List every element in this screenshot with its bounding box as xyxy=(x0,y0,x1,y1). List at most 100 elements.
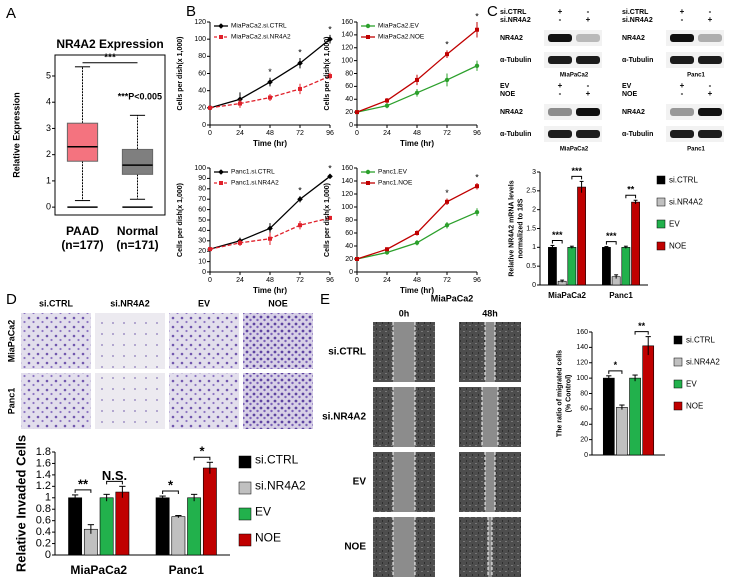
y-axis-label: Relative NR4A2 mRNA levels xyxy=(508,180,515,276)
lane-mark: + xyxy=(586,89,591,98)
legend-label: EV xyxy=(669,220,680,229)
blot-band xyxy=(576,108,600,116)
y-tick-label: 20 xyxy=(345,109,353,116)
lane-mark: + xyxy=(680,81,685,90)
sig-label: *** xyxy=(606,231,617,241)
y-tick-label: 40 xyxy=(198,227,206,234)
legend-swatch xyxy=(656,175,666,185)
point xyxy=(238,101,242,106)
invasion-image xyxy=(95,373,165,429)
legend-label: EV xyxy=(255,505,271,519)
condition-label: EV xyxy=(500,83,510,90)
y-tick-label: 0 xyxy=(45,549,51,561)
y-tick-label: 1.2 xyxy=(36,480,51,492)
y-tick-label: 60 xyxy=(580,406,588,413)
chart-title: NR4A2 Expression xyxy=(56,37,163,51)
wound-gap xyxy=(488,517,492,577)
y-tick-label: 4 xyxy=(46,97,51,107)
point xyxy=(327,36,333,42)
panel-letter: D xyxy=(6,291,17,308)
y-tick-label: 160 xyxy=(341,165,353,172)
y-tick-label: 0.5 xyxy=(526,263,536,270)
legend-swatch xyxy=(238,455,252,469)
y-tick-label: 0 xyxy=(202,269,206,276)
category-note: (n=177) xyxy=(61,238,103,252)
significance-star: * xyxy=(475,11,479,21)
x-tick-label: 24 xyxy=(236,277,244,284)
legend-label: EV xyxy=(686,380,697,389)
legend-marker xyxy=(366,181,370,185)
legend-label: si.CTRL xyxy=(255,453,299,467)
y-axis-label: Cells per dish(x 1,000) xyxy=(177,183,184,257)
x-axis-label: Time (hr) xyxy=(400,286,434,295)
significance-star: * xyxy=(268,67,272,77)
series-line xyxy=(356,185,478,260)
blot-band xyxy=(698,34,722,42)
sig-label: * xyxy=(614,360,618,370)
bar xyxy=(631,201,640,286)
sig-label: *** xyxy=(571,166,582,176)
sig-bracket xyxy=(551,239,563,244)
point xyxy=(415,231,419,235)
legend-label: Panc1.si.NR4A2 xyxy=(231,180,279,187)
lane-mark: - xyxy=(681,15,684,24)
point xyxy=(297,60,303,66)
point xyxy=(445,199,449,204)
y-tick-label: 120 xyxy=(341,191,353,198)
y-tick-label: 70 xyxy=(198,196,206,203)
y-axis-label: Relative Invaded Cells xyxy=(13,435,28,572)
point xyxy=(298,223,302,228)
bar xyxy=(602,377,615,456)
condition-label: NOE xyxy=(622,91,638,98)
point xyxy=(208,105,212,110)
point xyxy=(238,240,242,245)
bar xyxy=(187,497,202,556)
x-tick-label: 48 xyxy=(413,130,421,137)
y-tick-label: 90 xyxy=(198,175,206,182)
sig-bracket xyxy=(162,490,179,495)
band-label: α-Tubulin xyxy=(622,57,653,64)
y-axis-label: Cells per dish(x 1,000) xyxy=(324,37,331,111)
blot-band xyxy=(670,108,694,116)
y-tick-label: 50 xyxy=(198,217,206,224)
lane-mark: + xyxy=(558,7,563,16)
lane-mark: + xyxy=(558,81,563,90)
legend-swatch xyxy=(673,379,683,389)
x-tick-label: 72 xyxy=(296,277,304,284)
y-tick-label: 160 xyxy=(341,19,353,26)
significance-star: * xyxy=(298,47,302,57)
y-tick-label: 80 xyxy=(198,53,206,60)
box xyxy=(66,122,99,162)
band-label: α-Tubulin xyxy=(500,131,531,138)
point xyxy=(327,173,333,180)
point xyxy=(474,63,480,68)
sig-label: * xyxy=(199,444,205,459)
legend-label: Panc1.NOE xyxy=(378,180,413,187)
bar xyxy=(99,497,114,556)
point xyxy=(297,196,303,202)
y-tick-label: 80 xyxy=(345,217,353,224)
band-label: NR4A2 xyxy=(622,109,645,116)
sig-bracket xyxy=(608,370,623,374)
blot-band xyxy=(698,56,722,64)
y-tick-label: 0 xyxy=(584,452,588,459)
legend-label: Panc1.EV xyxy=(378,169,408,176)
bar xyxy=(567,247,577,286)
panel-letter: B xyxy=(186,3,196,20)
point xyxy=(384,250,390,255)
point xyxy=(355,110,359,115)
significance-star: * xyxy=(445,40,449,50)
cell-label: MiaPaCa2 xyxy=(560,73,589,79)
row-label: si.NR4A2 xyxy=(322,412,366,423)
x-tick-label: Panc1 xyxy=(169,563,205,577)
legend-label: MiaPaCa2.si.CTRL xyxy=(231,23,287,30)
lane-mark: + xyxy=(586,15,591,24)
lane-mark: - xyxy=(709,81,712,90)
significance-star: * xyxy=(475,172,479,182)
lane-mark: + xyxy=(708,89,713,98)
y-tick-label: 100 xyxy=(576,375,588,382)
point xyxy=(475,27,479,32)
point xyxy=(267,79,273,85)
blot-band xyxy=(670,130,694,138)
